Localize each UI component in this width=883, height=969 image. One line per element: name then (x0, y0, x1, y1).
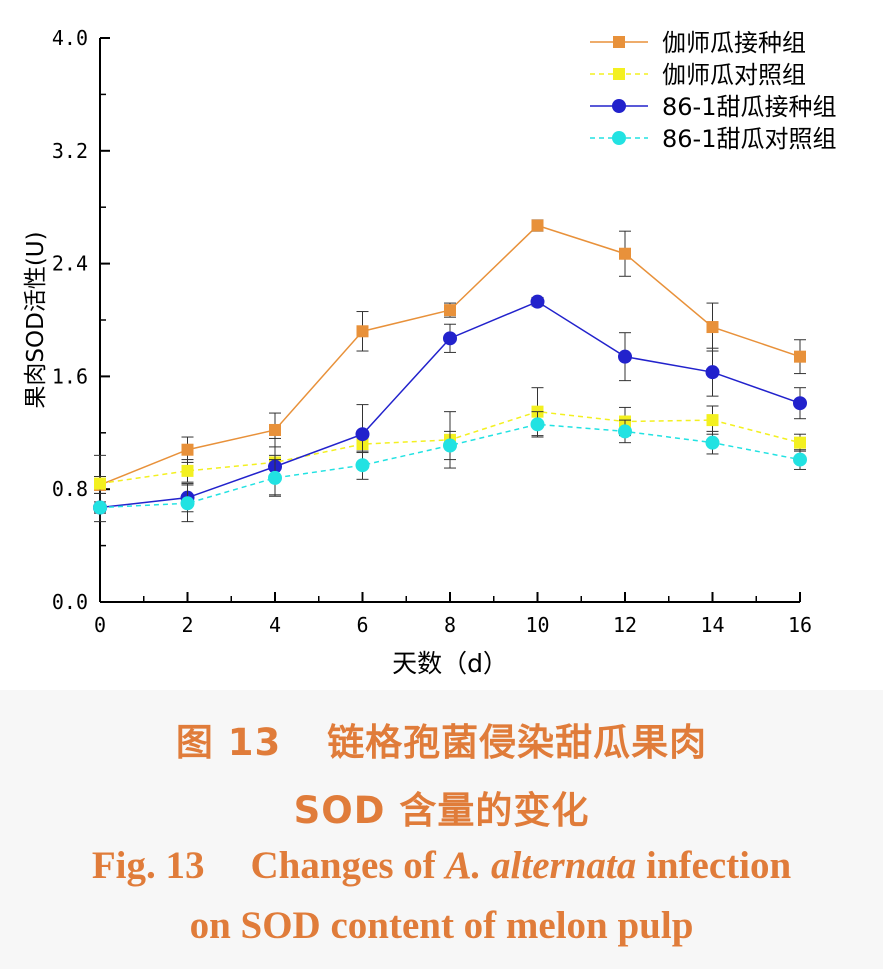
data-point (794, 350, 806, 363)
y-axis-label: 果肉SOD活性(U) (23, 231, 49, 408)
data-point (443, 438, 457, 453)
data-point (444, 304, 456, 317)
series-line (99, 423, 801, 509)
data-point (181, 464, 194, 477)
data-point (530, 417, 545, 432)
legend-label: 86-1甜瓜接种组 (662, 93, 836, 121)
data-point (355, 427, 370, 442)
data-point (706, 321, 719, 334)
data-point (706, 414, 719, 427)
figure-caption: 图 13 链格孢菌侵染甜瓜果肉 SOD 含量的变化 Fig. 13 Changes … (0, 690, 883, 969)
x-tick-label: 8 (444, 613, 456, 637)
data-point (180, 496, 195, 511)
chart-panel: 0.0 0.8 1.6 2.4 3.2 4.0 0 2 4 6 8 10 12 14 16 天数（d） 果肉SO… (23, 26, 837, 678)
data-point (618, 424, 632, 439)
y-tick-label: 3.2 (52, 139, 88, 163)
y-tick-label: 0.8 (52, 477, 88, 501)
x-tick-label: 4 (269, 613, 281, 637)
data-point (793, 452, 807, 467)
data-point (530, 294, 545, 309)
x-tick-label: 12 (613, 613, 637, 637)
x-tick-label: 10 (525, 613, 549, 637)
legend-marker (613, 36, 625, 48)
caption-en-changes: Changes of (250, 844, 436, 887)
data-point (619, 247, 631, 260)
caption-en-line2: on SOD content of melon pulp (189, 904, 694, 947)
legend-marker (612, 99, 626, 113)
legend-label: 伽师瓜接种组 (662, 29, 806, 57)
caption-cn-line2: SOD 含量的变化 (293, 789, 590, 832)
x-tick-label: 2 (181, 613, 193, 637)
data-point (269, 423, 281, 436)
x-tick-label: 0 (94, 613, 106, 637)
caption-en-line1: Fig. 13 Changes of A. alternata infection (0, 843, 883, 888)
data-point (181, 443, 194, 456)
data-point (356, 325, 369, 338)
data-point (793, 396, 807, 411)
y-tick-label: 0.0 (52, 590, 88, 614)
data-point (531, 219, 544, 232)
caption-cn-line1: 图 13 链格孢菌侵染甜瓜果肉 (0, 712, 883, 766)
legend-label: 伽师瓜对照组 (662, 61, 806, 89)
legend-label: 86-1甜瓜对照组 (662, 125, 836, 153)
data-point (443, 331, 457, 346)
data-point (94, 477, 106, 490)
caption-cn-title: 链格孢菌侵染甜瓜果肉 (327, 721, 708, 764)
data-point (705, 365, 720, 380)
caption-en-species: A. alternata (445, 844, 637, 887)
x-axis-label: 天数（d） (392, 649, 508, 678)
caption-cn-figure-number: 图 13 (175, 721, 282, 764)
data-point (618, 349, 632, 364)
legend-marker (613, 68, 625, 80)
data-point (355, 458, 370, 473)
x-tick-label: 16 (788, 613, 812, 637)
data-point (268, 470, 282, 485)
y-tick-label: 4.0 (52, 26, 88, 50)
data-point (794, 436, 806, 449)
caption-en-figure-number: Fig. 13 (91, 844, 205, 887)
data-point (705, 435, 720, 450)
y-tick-label: 1.6 (52, 364, 88, 388)
x-tick-label: 6 (356, 613, 368, 637)
legend-marker (612, 131, 626, 145)
caption-en-infection: infection (646, 844, 792, 887)
sod-line-chart: 0.0 0.8 1.6 2.4 3.2 4.0 0 2 4 6 8 10 12 14 16 天数（d） 果肉SO… (23, 26, 836, 678)
y-tick-label: 2.4 (52, 252, 88, 276)
data-point (93, 500, 107, 515)
x-tick-label: 14 (700, 613, 724, 637)
